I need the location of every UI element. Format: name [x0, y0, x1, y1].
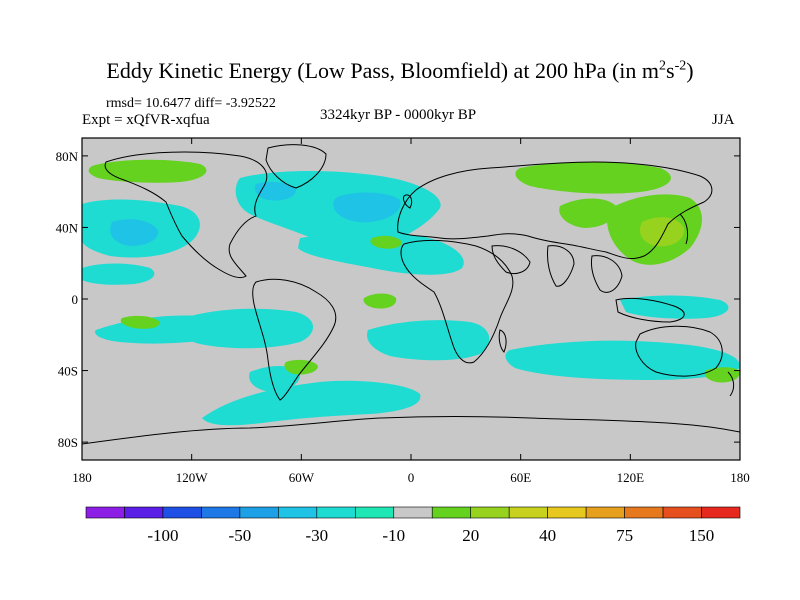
- colorbar-swatch: [547, 506, 587, 519]
- colorbar-swatch: [124, 506, 164, 519]
- y-tick-label: 80S: [58, 435, 78, 450]
- africa-outline: [400, 239, 514, 364]
- period-label: 3324kyr BP - 0000kyr BP: [320, 107, 477, 123]
- colorbar-label: -30: [305, 526, 328, 545]
- x-tick-label: 180: [72, 470, 92, 485]
- season-label: JJA: [712, 112, 735, 128]
- south-atlantic-negative-region: [366, 320, 490, 361]
- figure-title: Eddy Kinetic Energy (Low Pass, Bloomfiel…: [106, 58, 694, 83]
- y-tick-label: 40N: [56, 220, 79, 235]
- southern-indian-positive-region: [704, 367, 740, 383]
- tropical-indian-negative-region: [620, 295, 729, 319]
- india-outline: [547, 245, 575, 287]
- negative-anomaly-regions: [82, 171, 740, 426]
- colorbar-label: 40: [539, 526, 556, 545]
- north-atlantic-core: [333, 192, 401, 223]
- south-american-positive-region: [284, 359, 318, 375]
- colorbar-swatch: [316, 506, 356, 519]
- antarctica-outline: [82, 416, 740, 445]
- uk-outline: [403, 194, 413, 209]
- arabia-outline: [491, 245, 531, 275]
- colorbar-label: 20: [462, 526, 479, 545]
- greenland-outline: [265, 144, 327, 189]
- southern-ocean-negative-region: [202, 380, 421, 426]
- north-america-outline: [104, 151, 268, 279]
- stats-label: rmsd= 10.6477 diff= -3.92522: [106, 96, 276, 111]
- colorbar: -100 -50 -30 -10 20 40 75 150: [85, 506, 741, 545]
- south-america-outline: [252, 278, 337, 401]
- north-pacific-core: [110, 219, 159, 246]
- x-tick-label: 120E: [617, 470, 645, 485]
- arctic-pacific-positive-region: [88, 159, 207, 183]
- x-tick-label: 180: [730, 470, 750, 485]
- stronger-positive-regions: [639, 217, 685, 247]
- colorbar-swatch: [701, 506, 741, 519]
- colorbar-label: 150: [689, 526, 715, 545]
- subtropical-atlantic-negative-region: [298, 232, 464, 275]
- colorbar-label: 75: [616, 526, 633, 545]
- positive-anomaly-regions: [88, 159, 740, 383]
- experiment-label: Expt = xQfVR-xqfua: [82, 112, 210, 128]
- coastlines: [82, 144, 740, 445]
- stronger-negative-regions: [110, 182, 401, 246]
- new-zealand-outline: [727, 371, 735, 397]
- colorbar-swatch: [162, 506, 202, 519]
- west-pacific-negative-region: [82, 263, 155, 285]
- south-pacific-positive-region: [120, 315, 160, 329]
- x-tick-label: 60E: [510, 470, 531, 485]
- eurasian-positive-region: [515, 162, 671, 194]
- maritime-continent-outline: [615, 297, 685, 323]
- central-asian-positive-region: [559, 198, 617, 228]
- colorbar-swatch: [278, 506, 318, 519]
- australia-outline: [635, 325, 723, 377]
- southeast-asia-outline: [591, 255, 623, 293]
- colorbar-swatch: [239, 506, 279, 519]
- y-tick-label: 80N: [56, 149, 79, 164]
- japan-outline: [679, 213, 689, 245]
- x-tick-label: 0: [408, 470, 415, 485]
- colorbar-label: -10: [382, 526, 405, 545]
- colorbar-swatch: [508, 506, 548, 519]
- europe-outline: [397, 161, 713, 259]
- south-pacific-negative-region: [177, 308, 314, 349]
- east-asian-core: [639, 217, 685, 247]
- colorbar-swatch: [431, 506, 472, 519]
- colorbar-swatch: [470, 506, 510, 519]
- colorbar-swatch: [662, 506, 702, 519]
- colorbar-swatch: [393, 506, 433, 519]
- colorbar-swatch: [85, 506, 125, 519]
- colorbar-label: -100: [147, 526, 178, 545]
- colorbar-swatch: [585, 506, 625, 519]
- axis-ticks: 180 120W 60W 0 60E 120E 180 80N 40N 0 40S 80S: [56, 138, 750, 485]
- north-atlantic-positive-region: [370, 235, 402, 249]
- x-tick-label: 60W: [289, 470, 315, 485]
- y-tick-label: 0: [72, 292, 79, 307]
- colorbar-swatch: [201, 506, 241, 519]
- y-tick-label: 40S: [58, 364, 78, 379]
- colorbar-label: -50: [229, 526, 252, 545]
- x-tick-label: 120W: [176, 470, 209, 485]
- indian-ocean-negative-region: [505, 340, 740, 380]
- map-area: [82, 138, 740, 460]
- colorbar-swatch: [354, 506, 395, 519]
- south-american-negative-region: [249, 366, 301, 392]
- equatorial-atlantic-positive-region: [363, 293, 397, 309]
- labrador-core: [254, 182, 296, 201]
- madagascar-outline: [498, 329, 507, 353]
- colorbar-swatch: [624, 506, 664, 519]
